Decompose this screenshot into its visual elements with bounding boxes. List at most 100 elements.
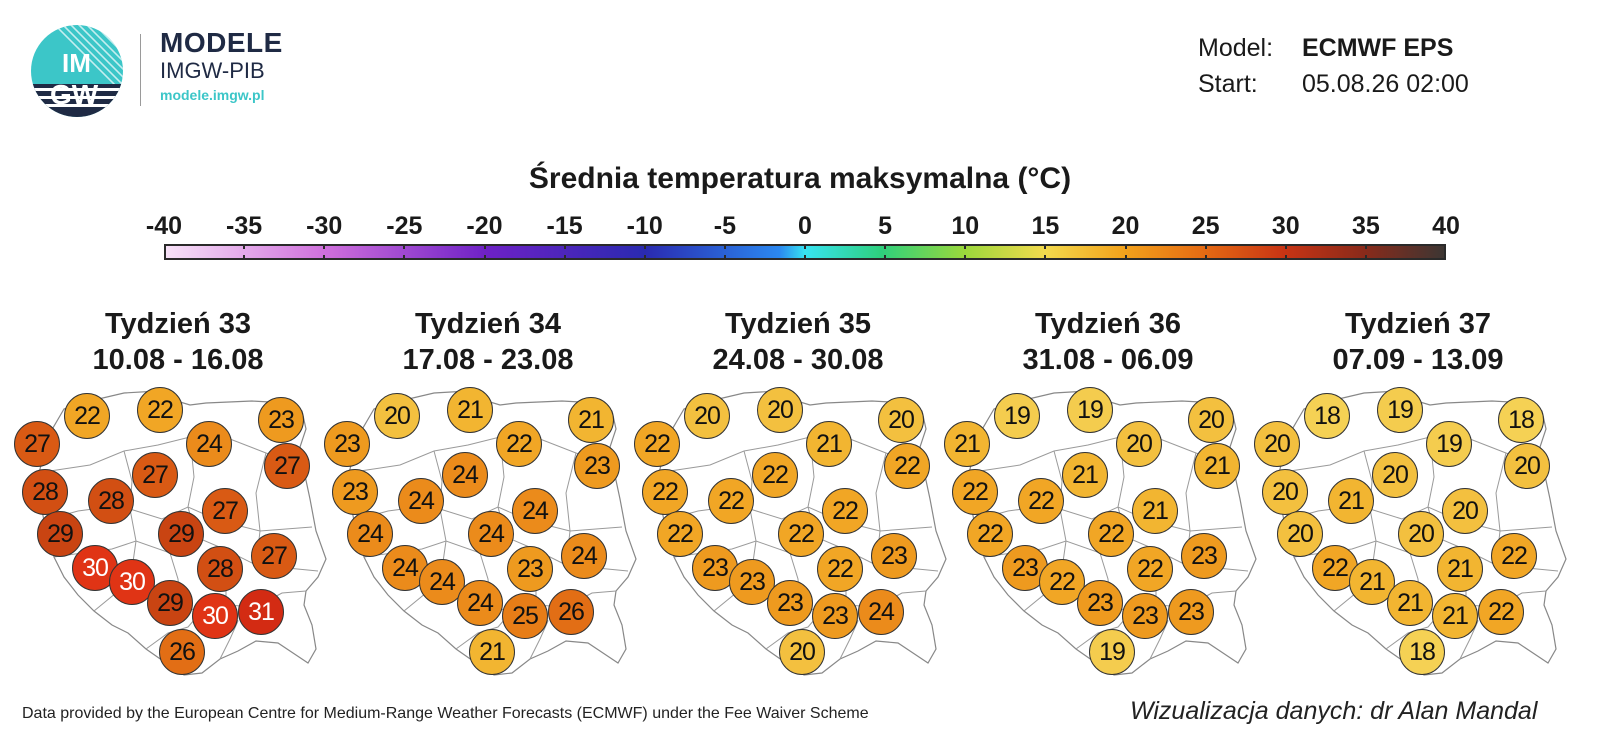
temperature-bubble: 22	[752, 452, 798, 498]
colorbar-tick-label: 20	[1111, 212, 1140, 240]
temperature-bubble: 25	[502, 593, 548, 639]
temperature-bubble: 23	[1002, 545, 1048, 591]
temperature-bubble: 19	[994, 393, 1040, 439]
temperature-bubble: 21	[944, 421, 990, 467]
temperature-bubble: 24	[442, 452, 488, 498]
temperature-bubble: 20	[1504, 443, 1550, 489]
temperature-bubble: 27	[132, 452, 178, 498]
temperature-bubble: 22	[708, 478, 754, 524]
province-border	[359, 436, 613, 472]
brand-block: MODELE IMGW-PIB modele.imgw.pl	[160, 28, 283, 106]
week-title: Tydzień 36 31.08 - 06.09	[950, 306, 1266, 378]
colorbar-tick-mark	[483, 255, 486, 260]
colorbar-tick-label: -30	[306, 212, 343, 240]
temperature-bubble: 20	[878, 397, 924, 443]
colorbar-tick-mark	[1204, 244, 1207, 249]
colorbar-tick-mark	[1364, 244, 1367, 249]
start-label: Start:	[1198, 70, 1258, 98]
colorbar-tick-mark	[563, 244, 566, 249]
temperature-bubble: 27	[264, 443, 310, 489]
temperature-bubble: 23	[332, 469, 378, 515]
temperature-bubble: 20	[1277, 511, 1323, 557]
temperature-bubble: 22	[1478, 589, 1524, 635]
temperature-bubble: 20	[1262, 469, 1308, 515]
temperature-bubble: 22	[778, 511, 824, 557]
data-credit: Data provided by the European Centre for…	[22, 705, 869, 722]
colorbar-tick-label: 5	[878, 212, 893, 240]
week-label: Tydzień 34	[414, 308, 562, 340]
colorbar-tick-label: 30	[1271, 212, 1300, 240]
temperature-bubble: 19	[1067, 387, 1113, 433]
colorbar-ticks: -40 -35 -30 -25 -20 -15 -10 -5 0 5 10 15 20 25 30 35 40	[0, 212, 1600, 242]
colorbar-tick-label: -20	[466, 212, 503, 240]
temperature-bubble: 20	[1254, 421, 1300, 467]
colorbar-tick-mark	[243, 244, 246, 249]
temperature-bubble: 22	[137, 387, 183, 433]
week-panel: Tydzień 33 10.08 - 16.08 22 22 23 27 24 27 27 28 2…	[14, 306, 336, 686]
week-panel: Tydzień 34 17.08 - 23.08 20 21 21 23 22 24 23 23 2…	[324, 306, 646, 686]
week-label: Tydzień 37	[1344, 308, 1492, 340]
temperature-bubble: 24	[858, 589, 904, 635]
temperature-bubble: 21	[1437, 546, 1483, 592]
model-label: Model:	[1198, 34, 1274, 62]
temperature-bubble: 21	[469, 629, 515, 675]
week-title: Tydzień 34 17.08 - 23.08	[330, 306, 646, 378]
temperature-bubble: 19	[1426, 421, 1472, 467]
colorbar-tick-mark	[804, 255, 806, 260]
colorbar-tick-label: 10	[951, 212, 980, 240]
temperature-bubble: 19	[1089, 629, 1135, 675]
colorbar-tick-mark	[723, 255, 726, 260]
temperature-bubble: 20	[779, 629, 825, 675]
week-dates: 31.08 - 06.09	[1022, 344, 1194, 376]
colorbar-tick-label: 0	[798, 212, 812, 240]
colorbar-tick-mark	[323, 255, 326, 260]
temperature-bubble: 24	[468, 511, 514, 557]
temperature-bubble: 22	[634, 421, 680, 467]
temperature-bubble: 21	[1062, 452, 1108, 498]
colorbar-tick-mark	[403, 244, 406, 249]
model-info: Model: ECMWF EPS Start: 05.08.26 02:00	[1198, 30, 1469, 102]
temperature-bubble: 30	[192, 593, 238, 639]
colorbar-tick-label: -15	[546, 212, 583, 240]
temperature-bubble: 23	[812, 593, 858, 639]
week-label: Tydzień 33	[104, 308, 252, 340]
temperature-bubble: 22	[657, 511, 703, 557]
temperature-bubble: 21	[1432, 593, 1478, 639]
temperature-bubble: 23	[1077, 580, 1123, 626]
temperature-bubble: 27	[251, 533, 297, 579]
temperature-bubble: 18	[1304, 393, 1350, 439]
week-dates: 24.08 - 30.08	[712, 344, 884, 376]
colorbar-tick-mark	[1124, 244, 1127, 249]
temperature-bubble: 21	[1387, 580, 1433, 626]
province-border	[1289, 436, 1543, 472]
temperature-bubble: 28	[88, 478, 134, 524]
temperature-bubble: 24	[457, 580, 503, 626]
temperature-bubble: 26	[548, 589, 594, 635]
temperature-bubble: 20	[1116, 421, 1162, 467]
poland-map: 20 20 20 22 21 22 22 22 22 22 22 22 22 23 23 23 23 23 24 20	[634, 381, 956, 686]
temperature-bubble: 22	[64, 393, 110, 439]
temperature-bubble: 20	[1398, 511, 1444, 557]
poland-map: 19 19 20 21 20 21 21 22 22 22 22 21 22 23 23 22 23 23 23 19	[944, 381, 1266, 686]
model-value: ECMWF EPS	[1302, 34, 1454, 62]
temperature-bubble: 26	[159, 629, 205, 675]
week-panel: Tydzień 35 24.08 - 30.08 20 20 20 22 21 22 22 22 2…	[634, 306, 956, 686]
colorbar-tick-label: -25	[386, 212, 423, 240]
temperature-bubble: 23	[1122, 593, 1168, 639]
temperature-bubble: 23	[574, 443, 620, 489]
colorbar-tick-mark	[643, 255, 646, 260]
colorbar-tick-mark	[1204, 255, 1207, 260]
temperature-bubble: 22	[642, 469, 688, 515]
temperature-bubble: 22	[496, 421, 542, 467]
author-credit: Wizualizacja danych: dr Alan Mandal	[1130, 697, 1538, 725]
logo-divider	[140, 34, 141, 106]
svg-text:IM: IM	[62, 48, 91, 78]
province-border	[669, 436, 923, 472]
temperature-bubble: 24	[186, 421, 232, 467]
week-dates: 07.09 - 13.09	[1332, 344, 1504, 376]
temperature-bubble: 23	[507, 546, 553, 592]
start-value: 05.08.26 02:00	[1302, 70, 1469, 98]
colorbar-tick-mark	[643, 244, 646, 249]
poland-map: 22 22 23 27 24 27 27 28 28 29 29 27 28 27 30 30 29 30 31 26	[14, 381, 336, 686]
colorbar-tick-mark	[1284, 244, 1287, 249]
